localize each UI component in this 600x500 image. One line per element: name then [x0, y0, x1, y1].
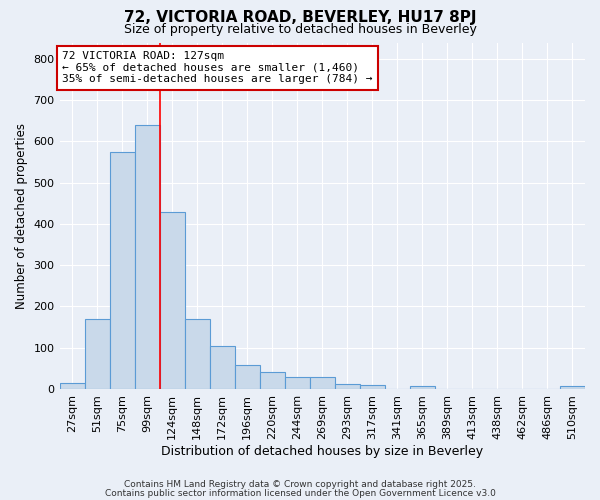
Bar	[134, 125, 160, 389]
Bar	[335, 384, 360, 389]
Text: Contains HM Land Registry data © Crown copyright and database right 2025.: Contains HM Land Registry data © Crown c…	[124, 480, 476, 489]
Bar	[560, 386, 585, 389]
X-axis label: Distribution of detached houses by size in Beverley: Distribution of detached houses by size …	[161, 444, 484, 458]
Text: 72, VICTORIA ROAD, BEVERLEY, HU17 8PJ: 72, VICTORIA ROAD, BEVERLEY, HU17 8PJ	[124, 10, 476, 25]
Text: Contains public sector information licensed under the Open Government Licence v3: Contains public sector information licen…	[104, 488, 496, 498]
Bar	[85, 319, 110, 389]
Bar	[59, 383, 85, 389]
Bar	[260, 372, 285, 389]
Bar	[285, 376, 310, 389]
Bar	[160, 212, 185, 389]
Text: 72 VICTORIA ROAD: 127sqm
← 65% of detached houses are smaller (1,460)
35% of sem: 72 VICTORIA ROAD: 127sqm ← 65% of detach…	[62, 51, 373, 84]
Bar	[410, 386, 435, 389]
Text: Size of property relative to detached houses in Beverley: Size of property relative to detached ho…	[124, 22, 476, 36]
Bar	[209, 346, 235, 389]
Bar	[235, 366, 260, 389]
Bar	[310, 376, 335, 389]
Bar	[110, 152, 134, 389]
Bar	[185, 319, 209, 389]
Y-axis label: Number of detached properties: Number of detached properties	[15, 122, 28, 308]
Bar	[360, 385, 385, 389]
